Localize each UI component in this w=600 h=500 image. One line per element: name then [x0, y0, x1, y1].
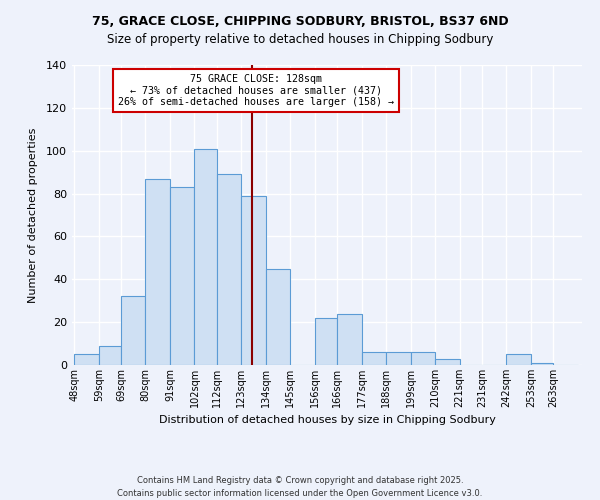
Text: Size of property relative to detached houses in Chipping Sodbury: Size of property relative to detached ho… — [107, 32, 493, 46]
Bar — [145, 178, 170, 365]
Bar — [266, 268, 290, 365]
Bar — [170, 187, 194, 365]
Y-axis label: Number of detached properties: Number of detached properties — [28, 128, 38, 302]
Bar — [531, 363, 553, 365]
Bar — [435, 358, 460, 365]
Bar — [217, 174, 241, 365]
Bar — [74, 354, 99, 365]
Bar — [121, 296, 145, 365]
Bar — [99, 346, 121, 365]
X-axis label: Distribution of detached houses by size in Chipping Sodbury: Distribution of detached houses by size … — [158, 416, 496, 426]
Bar — [241, 196, 266, 365]
Bar — [194, 148, 217, 365]
Text: 75, GRACE CLOSE, CHIPPING SODBURY, BRISTOL, BS37 6ND: 75, GRACE CLOSE, CHIPPING SODBURY, BRIST… — [92, 15, 508, 28]
Text: Contains HM Land Registry data © Crown copyright and database right 2025.
Contai: Contains HM Land Registry data © Crown c… — [118, 476, 482, 498]
Bar — [337, 314, 362, 365]
Bar — [506, 354, 531, 365]
Bar — [386, 352, 410, 365]
Bar — [362, 352, 386, 365]
Text: 75 GRACE CLOSE: 128sqm
← 73% of detached houses are smaller (437)
26% of semi-de: 75 GRACE CLOSE: 128sqm ← 73% of detached… — [118, 74, 394, 107]
Bar — [315, 318, 337, 365]
Bar — [410, 352, 435, 365]
